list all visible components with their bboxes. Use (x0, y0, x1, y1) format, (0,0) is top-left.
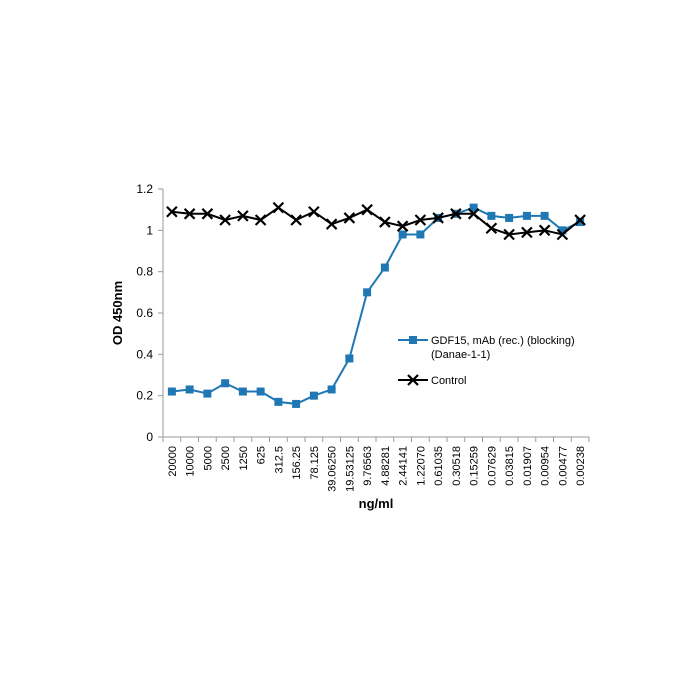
data-point-x (166, 205, 178, 218)
data-point-x (485, 222, 498, 235)
data-point-square (487, 211, 496, 220)
x-tick-label: 0.30518 (451, 446, 463, 486)
data-point-square (505, 213, 514, 222)
x-tick-label: 0.07629 (486, 446, 498, 486)
legend-label: GDF15, mAb (rec.) (blocking) (431, 335, 575, 347)
data-point-x (503, 228, 515, 241)
legend-item: GDF15, mAb (rec.) (blocking) (Danae-1-1) (398, 335, 575, 361)
x-axis-title: ng/ml (359, 496, 394, 511)
x-tick-label: 5000 (202, 446, 214, 470)
data-point-x (272, 201, 285, 214)
data-point-x (556, 228, 569, 241)
data-point-square (309, 391, 318, 400)
x-tick-labels: 20000 10000 5000 2500 1250 625 312.5 156.25 78.1… (167, 446, 587, 492)
data-point-x (379, 216, 391, 228)
data-point-x (219, 214, 231, 226)
axes (158, 188, 590, 442)
legend-marker (407, 374, 419, 386)
x-tick-label: 2.44141 (398, 446, 410, 486)
data-point-x (414, 214, 427, 226)
data-point-square (469, 203, 478, 212)
x-tick-label: 625 (256, 446, 268, 464)
data-point-square (167, 387, 176, 396)
data-point-square (274, 397, 283, 406)
legend-label: (Danae-1-1) (431, 349, 490, 361)
x-tick-label: 1.22070 (415, 446, 427, 486)
data-point-square (345, 354, 354, 363)
y-tick-label: 1 (146, 223, 153, 237)
x-tick-label: 0.15259 (469, 446, 481, 486)
data-point-square (522, 211, 531, 220)
data-point-x (254, 214, 267, 226)
data-point-x (325, 218, 338, 230)
data-point-square (380, 263, 389, 272)
data-point-square (363, 288, 372, 297)
data-point-square (221, 379, 230, 388)
y-tick-label: 0.6 (136, 306, 153, 320)
x-tick-label: 10000 (185, 446, 197, 477)
x-tick-label: 0.00477 (557, 446, 569, 486)
data-point-x (290, 214, 302, 226)
data-point-square (540, 211, 549, 220)
x-tick-label: 9.76563 (362, 446, 374, 486)
x-tick-label: 156.25 (291, 446, 303, 480)
x-tick-label: 0.00238 (575, 446, 587, 486)
series-2 (166, 201, 586, 241)
data-point-x (538, 224, 551, 237)
data-point-x (432, 212, 444, 224)
data-point-x (201, 208, 214, 220)
series-1 (167, 203, 585, 408)
data-point-x (361, 203, 373, 216)
series-group (166, 201, 586, 408)
y-tick-label: 0 (146, 430, 153, 444)
data-point-x (343, 212, 356, 224)
x-tick-label: 20000 (167, 446, 179, 477)
x-tick-label: 39.06250 (327, 446, 339, 492)
data-point-square (203, 389, 212, 398)
y-tick-label: 0.2 (136, 389, 153, 403)
y-axis-title: OD 450nm (110, 281, 125, 345)
x-tick-label: 19.53125 (344, 446, 356, 492)
legend-label: Control (431, 375, 466, 387)
data-point-x (574, 214, 586, 226)
y-tick-labels: 0 0.2 0.4 0.6 0.8 1 1.2 (136, 182, 153, 444)
x-tick-label: 78.125 (309, 446, 321, 480)
data-point-square (558, 226, 567, 235)
data-point-x (521, 226, 533, 239)
data-point-square (238, 387, 247, 396)
data-point-square (256, 387, 265, 396)
legend-item: Control (398, 374, 466, 387)
data-point-x (450, 208, 462, 220)
x-tick-label: 2500 (220, 446, 232, 470)
data-point-x (396, 220, 409, 232)
x-tick-label: 1250 (238, 446, 250, 470)
x-tick-label: 4.88281 (380, 446, 392, 486)
x-tick-label: 312.5 (273, 446, 285, 474)
y-tick-label: 0.4 (136, 347, 153, 361)
data-point-square (185, 385, 194, 394)
x-tick-label: 0.61035 (433, 446, 445, 486)
data-point-square (576, 218, 585, 227)
data-point-x (237, 210, 249, 222)
y-tick-label: 1.2 (136, 182, 153, 196)
data-point-square (327, 385, 336, 394)
x-tick-label: 0.01907 (522, 446, 534, 486)
data-point-x (308, 205, 320, 218)
data-point-square (398, 230, 407, 239)
data-point-x (183, 208, 196, 220)
data-point-x (467, 208, 480, 220)
data-point-square (292, 399, 301, 408)
data-point-square (416, 230, 425, 239)
y-tick-label: 0.8 (136, 265, 153, 279)
legend-marker (409, 336, 417, 344)
legend: GDF15, mAb (rec.) (blocking) (Danae-1-1) C… (398, 335, 575, 387)
series-line (171, 206, 581, 236)
x-tick-label: 0.00954 (540, 446, 552, 486)
series-line (171, 206, 581, 405)
x-tick-label: 0.03815 (504, 446, 516, 486)
